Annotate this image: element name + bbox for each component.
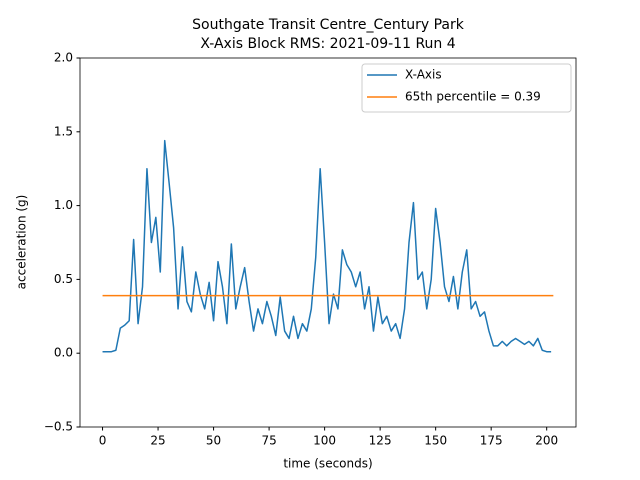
x-tick-label: 0 [99, 434, 107, 448]
x-tick-label: 150 [424, 434, 447, 448]
y-tick-label: 0.5 [54, 272, 73, 286]
y-tick-label: 1.5 [54, 124, 73, 138]
x-tick-label: 25 [150, 434, 165, 448]
legend-label: 65th percentile = 0.39 [405, 90, 541, 104]
y-tick-label: 1.0 [54, 198, 73, 212]
x-tick-label: 50 [206, 434, 221, 448]
chart-title: Southgate Transit Centre_Century Park [192, 17, 465, 33]
y-tick-label: −0.5 [44, 420, 73, 434]
y-tick-label: 2.0 [54, 51, 73, 65]
legend-box [361, 63, 572, 113]
data-line [102, 139, 552, 353]
legend-label: X-Axis [405, 68, 442, 82]
x-tick-label: 125 [369, 434, 392, 448]
x-tick-label: 100 [313, 434, 336, 448]
y-tick-label: 0.0 [54, 346, 73, 360]
chart-subtitle: X-Axis Block RMS: 2021-09-11 Run 4 [200, 36, 455, 52]
x-tick-label: 175 [480, 434, 503, 448]
x-tick-label: 75 [261, 434, 276, 448]
y-axis-label: acceleration (g) [15, 195, 29, 290]
plot-frame [79, 57, 577, 428]
x-axis-label: time (seconds) [283, 457, 372, 471]
x-tick-label: 200 [535, 434, 558, 448]
